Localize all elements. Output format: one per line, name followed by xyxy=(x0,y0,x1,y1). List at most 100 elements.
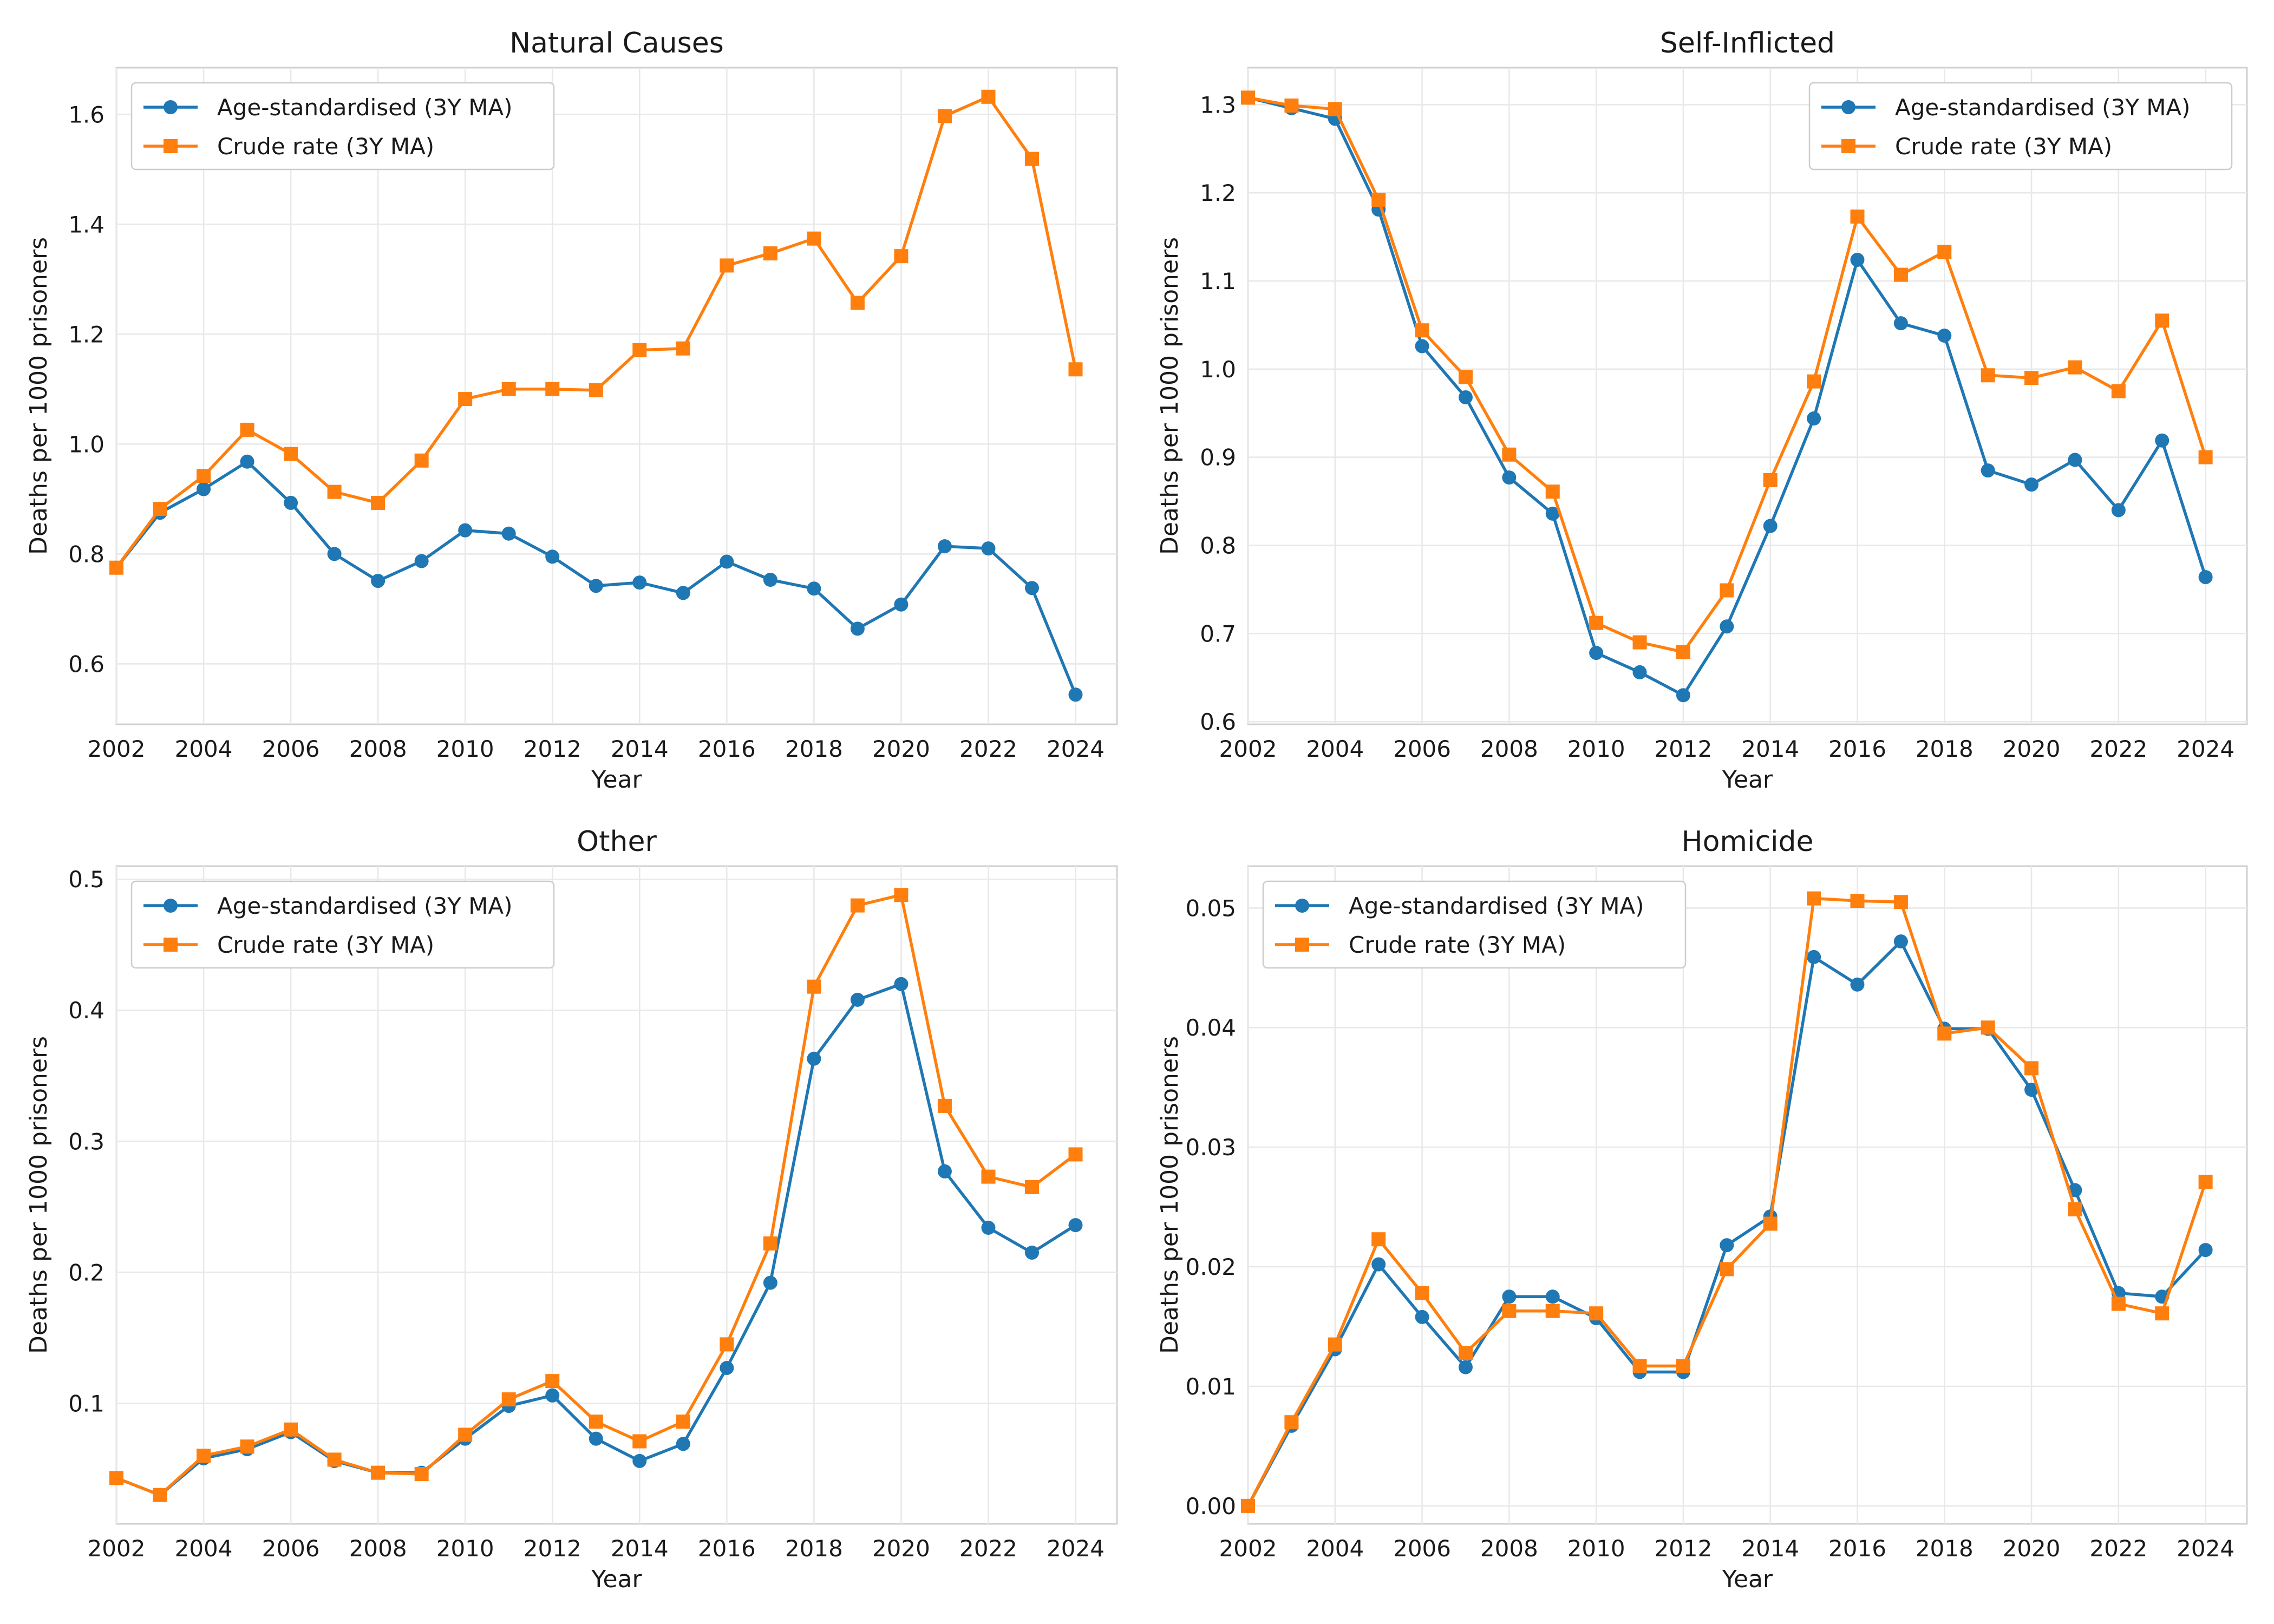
data-point xyxy=(1893,267,1908,282)
y-tick-label: 0.8 xyxy=(68,541,104,567)
chart-title: Other xyxy=(577,826,657,858)
data-point xyxy=(850,992,865,1007)
x-axis-label: Year xyxy=(591,1566,642,1593)
x-tick-label: 2004 xyxy=(175,736,233,762)
data-point xyxy=(371,495,385,510)
data-point xyxy=(1458,370,1473,384)
data-point xyxy=(2024,477,2039,492)
data-point xyxy=(807,231,821,246)
data-point xyxy=(1284,1415,1299,1430)
x-tick-label: 2006 xyxy=(262,736,320,762)
x-tick-label: 2022 xyxy=(2089,736,2147,762)
y-axis-label: Deaths per 1000 prisoners xyxy=(25,1036,53,1354)
plot-area xyxy=(1247,67,2248,725)
data-point xyxy=(1807,891,1821,906)
x-tick-label: 2010 xyxy=(1567,736,1625,762)
data-point xyxy=(1807,411,1821,426)
data-point xyxy=(632,575,647,590)
x-tick-label: 2016 xyxy=(698,1535,756,1562)
y-axis-label: Deaths per 1000 prisoners xyxy=(25,237,53,555)
x-tick-label: 2008 xyxy=(349,1535,407,1562)
x-tick-label: 2010 xyxy=(436,1535,494,1562)
data-point xyxy=(371,574,385,588)
panel-0: 2002 2004 2006 2008 2010 2012 2014 2016 2018 2020… xyxy=(25,27,1118,794)
legend-box xyxy=(1808,82,2233,171)
x-tick-label: 2008 xyxy=(1480,1535,1538,1562)
data-point xyxy=(1850,209,1865,224)
y-tick-label: 0.03 xyxy=(1185,1134,1236,1161)
data-point xyxy=(720,554,734,569)
data-point xyxy=(850,898,865,913)
data-point xyxy=(545,549,560,564)
data-point xyxy=(1415,1309,1429,1324)
x-tick-label: 2024 xyxy=(2177,1535,2234,1562)
data-point xyxy=(1850,894,1865,908)
y-tick-label: 0.2 xyxy=(68,1259,104,1286)
legend-label: Crude rate (3Y MA) xyxy=(1349,932,1566,958)
y-tick-label: 0.3 xyxy=(68,1128,104,1155)
data-point xyxy=(1632,635,1647,650)
x-tick-label: 2012 xyxy=(1654,736,1712,762)
data-point xyxy=(720,1360,734,1375)
data-point xyxy=(458,392,473,407)
x-tick-label: 2014 xyxy=(1741,1535,1799,1562)
legend-swatch-marker xyxy=(1295,899,1309,913)
data-point xyxy=(2111,503,2126,518)
x-tick-label: 2004 xyxy=(175,1535,233,1562)
data-point xyxy=(1676,645,1690,659)
data-point xyxy=(1502,470,1517,485)
y-tick-label: 0.4 xyxy=(68,997,104,1024)
data-point xyxy=(676,341,690,356)
data-point xyxy=(1937,328,1952,343)
x-tick-label: 2016 xyxy=(1828,736,1886,762)
x-tick-label: 2006 xyxy=(1393,1535,1451,1562)
data-point xyxy=(720,258,734,273)
data-point xyxy=(327,1452,342,1467)
x-tick-label: 2014 xyxy=(1741,736,1799,762)
data-point xyxy=(371,1465,385,1480)
x-tick-label: 2024 xyxy=(1047,1535,1105,1562)
x-axis-label: Year xyxy=(1722,766,1773,794)
data-point xyxy=(153,502,167,516)
legend-swatch-marker xyxy=(164,139,178,153)
x-tick-label: 2020 xyxy=(2003,736,2061,762)
data-point xyxy=(501,1392,516,1407)
data-point xyxy=(1981,1020,1995,1035)
x-axis-label: Year xyxy=(591,766,642,794)
data-point xyxy=(327,484,342,499)
legend: Age-standardised (3Y MA) Crude rate (3Y M… xyxy=(1262,880,1687,969)
x-tick-label: 2016 xyxy=(698,736,756,762)
data-point xyxy=(2198,450,2213,464)
series-1 xyxy=(1241,90,2213,659)
panel-3: 2002 2004 2006 2008 2010 2012 2014 2016 2018 2020… xyxy=(1156,826,2248,1593)
chart-title: Homicide xyxy=(1681,826,1813,858)
data-point xyxy=(1502,1304,1517,1318)
data-point xyxy=(1068,362,1083,377)
data-point xyxy=(1676,1359,1690,1373)
plot-area xyxy=(115,67,1118,725)
data-point xyxy=(1371,1257,1386,1272)
data-point xyxy=(501,382,516,396)
data-point xyxy=(2068,1202,2082,1217)
data-point xyxy=(632,1434,647,1449)
data-point xyxy=(1589,646,1604,660)
data-point xyxy=(1720,1262,1734,1276)
x-tick-label: 2012 xyxy=(524,736,581,762)
data-point xyxy=(894,597,909,612)
legend-label: Crude rate (3Y MA) xyxy=(217,133,434,160)
data-point xyxy=(1284,99,1299,113)
data-point xyxy=(2111,1296,2126,1311)
data-point xyxy=(284,1422,298,1437)
data-point xyxy=(284,447,298,461)
x-tick-label: 2022 xyxy=(959,736,1017,762)
x-tick-label: 2004 xyxy=(1306,1535,1364,1562)
data-point xyxy=(1589,1306,1604,1321)
data-point xyxy=(1850,977,1865,992)
data-point xyxy=(545,382,560,396)
data-point xyxy=(1545,506,1560,521)
data-point xyxy=(937,109,952,123)
legend-box xyxy=(130,82,555,171)
series-1 xyxy=(109,89,1083,575)
data-point xyxy=(1632,1359,1647,1373)
x-tick-label: 2018 xyxy=(785,736,843,762)
